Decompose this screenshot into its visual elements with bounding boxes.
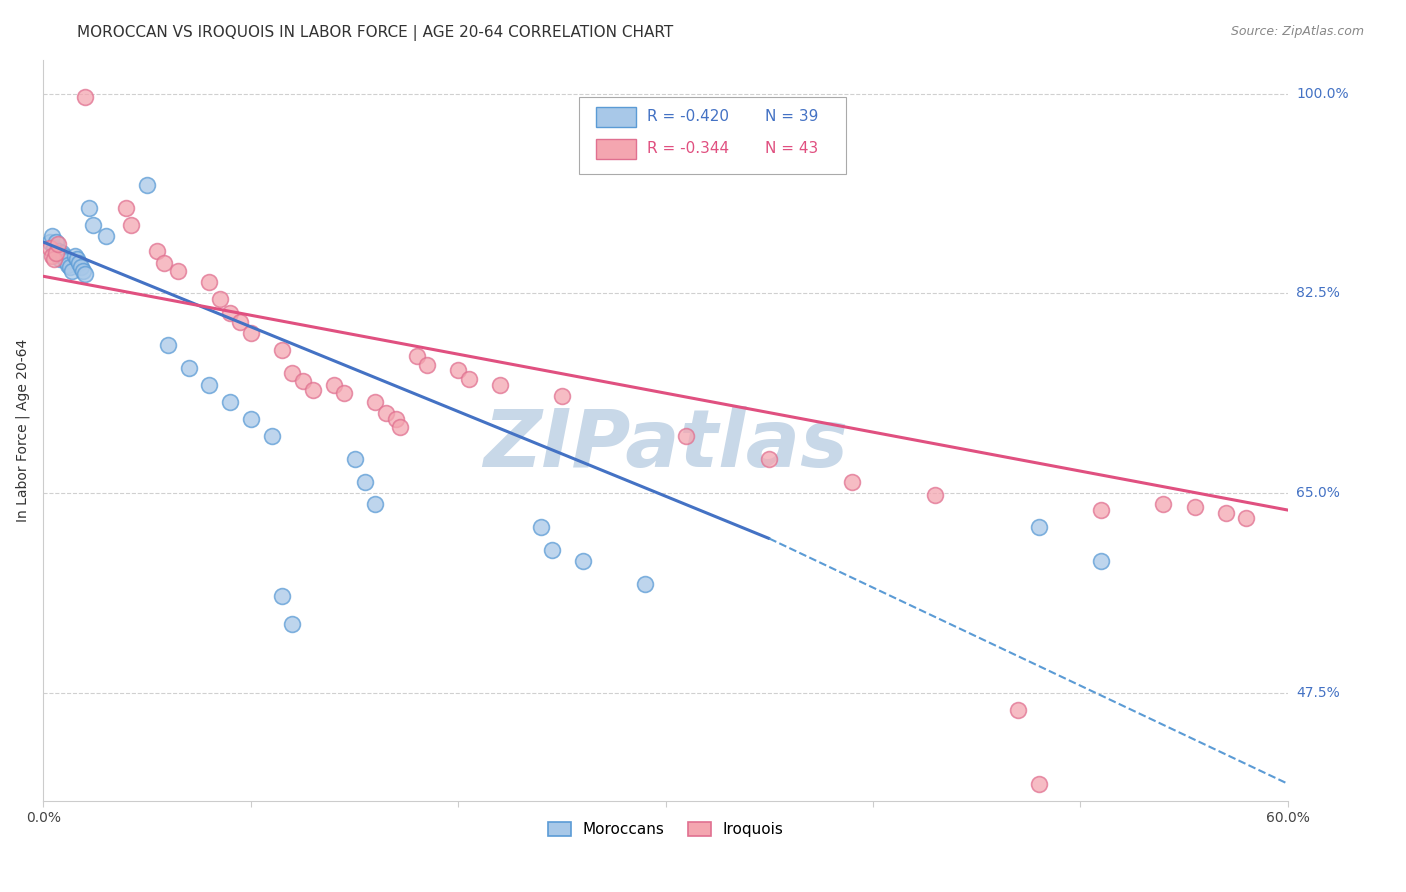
Point — [488, 377, 510, 392]
Point — [281, 617, 304, 632]
Point — [447, 363, 470, 377]
Text: 65.0%: 65.0% — [1296, 486, 1340, 500]
Point — [167, 263, 190, 277]
Point — [177, 360, 200, 375]
Point — [271, 343, 294, 358]
Point — [45, 246, 67, 260]
Point — [1028, 520, 1050, 534]
Legend: Moroccans, Iroquois: Moroccans, Iroquois — [540, 814, 792, 845]
Point — [924, 488, 946, 502]
Point — [59, 260, 82, 275]
Point — [405, 349, 427, 363]
Point — [55, 254, 77, 268]
Point — [46, 244, 69, 259]
Point — [73, 267, 96, 281]
Point — [156, 337, 179, 351]
Point — [271, 589, 294, 603]
Point — [1007, 703, 1029, 717]
Point — [51, 246, 73, 260]
Point — [530, 520, 553, 534]
Point — [198, 377, 221, 392]
Point — [374, 406, 396, 420]
Point — [208, 292, 231, 306]
Point — [571, 554, 593, 568]
Point — [69, 260, 91, 275]
Point — [65, 252, 87, 267]
Text: R = -0.420: R = -0.420 — [647, 109, 728, 124]
Point — [120, 218, 142, 232]
Point — [1152, 497, 1174, 511]
Point — [58, 258, 80, 272]
Text: 82.5%: 82.5% — [1296, 286, 1340, 301]
Point — [146, 244, 169, 259]
Point — [41, 249, 63, 263]
Text: 47.5%: 47.5% — [1296, 686, 1340, 699]
Point — [1184, 500, 1206, 514]
Point — [72, 263, 94, 277]
Point — [1090, 503, 1112, 517]
Point — [45, 235, 67, 249]
Point — [364, 497, 387, 511]
Point — [63, 249, 86, 263]
Point — [152, 255, 174, 269]
Point — [302, 384, 325, 398]
Point — [219, 394, 242, 409]
Point — [41, 229, 63, 244]
Point — [67, 255, 90, 269]
Point — [457, 372, 479, 386]
Point — [198, 275, 221, 289]
Point — [219, 306, 242, 320]
Point — [82, 218, 104, 232]
Y-axis label: In Labor Force | Age 20-64: In Labor Force | Age 20-64 — [15, 339, 30, 522]
Point — [136, 178, 159, 192]
Point — [540, 543, 562, 558]
FancyBboxPatch shape — [596, 107, 636, 127]
Text: ZIPatlas: ZIPatlas — [484, 406, 848, 484]
Point — [1090, 554, 1112, 568]
Point — [46, 237, 69, 252]
Point — [1234, 511, 1257, 525]
Point — [1028, 777, 1050, 791]
Point — [354, 475, 377, 489]
Text: Source: ZipAtlas.com: Source: ZipAtlas.com — [1230, 25, 1364, 38]
FancyBboxPatch shape — [596, 138, 636, 159]
Point — [322, 377, 344, 392]
Point — [42, 241, 65, 255]
Point — [115, 201, 138, 215]
Point — [77, 201, 100, 215]
Point — [333, 385, 356, 400]
Point — [62, 263, 84, 277]
Point — [675, 429, 697, 443]
Point — [385, 412, 408, 426]
Point — [343, 451, 366, 466]
FancyBboxPatch shape — [578, 96, 846, 175]
Point — [758, 451, 780, 466]
Point — [389, 419, 412, 434]
Point — [42, 252, 65, 267]
Point — [260, 429, 283, 443]
Point — [291, 374, 314, 388]
Point — [841, 475, 863, 489]
Point — [38, 241, 60, 255]
Point — [53, 249, 76, 263]
Point — [73, 90, 96, 104]
Text: MOROCCAN VS IROQUOIS IN LABOR FORCE | AGE 20-64 CORRELATION CHART: MOROCCAN VS IROQUOIS IN LABOR FORCE | AG… — [77, 25, 673, 41]
Text: 100.0%: 100.0% — [1296, 87, 1348, 101]
Text: R = -0.344: R = -0.344 — [647, 141, 730, 156]
Point — [229, 315, 252, 329]
Point — [1215, 507, 1237, 521]
Point — [239, 412, 262, 426]
Point — [281, 366, 304, 380]
Text: N = 39: N = 39 — [765, 109, 818, 124]
Point — [551, 389, 574, 403]
Point — [416, 358, 439, 372]
Point — [49, 252, 72, 267]
Point — [239, 326, 262, 341]
Point — [38, 235, 60, 249]
Point — [634, 577, 657, 591]
Point — [364, 394, 387, 409]
Point — [94, 229, 117, 244]
Text: N = 43: N = 43 — [765, 141, 818, 156]
